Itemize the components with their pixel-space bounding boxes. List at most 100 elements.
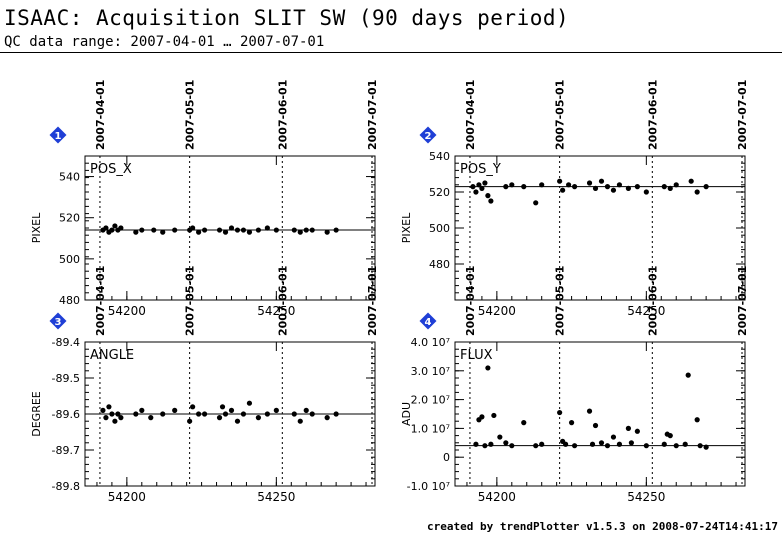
data-point [491,412,497,419]
data-point [634,184,640,190]
data-point [571,443,578,449]
ytick-label: 0 [443,451,450,464]
data-point [703,184,709,190]
panel-number-icon [419,126,437,144]
data-point [103,225,109,231]
ytick-label: 540 [429,150,450,163]
panel-number: 1 [55,131,62,142]
header-rule [0,52,782,53]
data-point [503,184,509,190]
ytick-label: -89.4 [52,336,80,349]
data-point [228,225,235,231]
panel-label: FLUX [460,348,493,363]
data-point [309,227,315,233]
data-point [557,178,563,184]
data-point [246,400,253,406]
data-point [264,225,270,231]
panel-flux: -1.0 10⁷ 0 1.0 10⁷ 2.0 10⁷ 3.0 10⁷ 4.0 10⁷ 542… [400,266,749,504]
data-point [592,185,599,191]
data-point [476,182,482,188]
data-point [160,411,166,417]
data-point [628,440,634,446]
panel-number: 2 [425,131,432,142]
data-point [172,227,178,233]
date-tick-label: 2007-04-01 [94,80,107,150]
data-point [234,227,241,233]
chart-title: ISAAC: Acquisition SLIT SW (90 days peri… [4,6,570,30]
data-point [246,229,253,235]
data-point [586,180,593,186]
panel-number-icon [419,312,437,330]
data-point [133,229,139,235]
data-point [196,411,202,417]
data-point [470,184,476,190]
data-point [485,365,491,371]
ytick-label: 500 [429,222,450,235]
data-point [643,189,649,195]
data-point [240,411,247,417]
data-point [598,178,605,184]
data-point [682,441,688,447]
data-point [643,443,649,449]
ytick-label: 3.0 10⁷ [411,365,450,378]
ytick-label: 1.0 10⁷ [411,422,450,435]
data-point [685,372,691,378]
data-point [324,229,330,235]
plot-frame [454,155,746,301]
date-tick-label: 2007-07-01 [366,266,379,336]
data-point [333,411,339,417]
y-axis-label: ADU [400,402,413,426]
data-point [473,441,479,447]
panel-pos-x: 480 500 520 540 54200 54250 2007-04-01 2007-05-… [30,80,379,318]
data-point [172,407,178,413]
xtick-label: 54250 [257,304,295,318]
data-point [667,433,673,439]
data-point [625,185,632,191]
data-point [521,420,527,426]
data-point [309,411,315,417]
data-point [112,418,118,424]
ytick-label: 2.0 10⁷ [411,394,450,407]
date-tick-label: 2007-04-01 [464,80,477,150]
data-point [497,434,503,440]
panel-label: ANGLE [90,348,134,363]
data-point [482,180,488,186]
data-point [297,418,303,424]
data-point [297,229,303,235]
xtick-label: 54200 [108,304,146,318]
data-point [479,185,485,191]
data-point [273,407,279,413]
xtick-label: 54200 [478,304,516,318]
xtick-label: 54250 [257,490,295,504]
xtick-label: 54250 [627,490,665,504]
y-axis-label: PIXEL [400,212,413,243]
date-tick-label: 2007-06-01 [646,266,659,336]
ytick-label: 500 [59,253,80,266]
data-point [228,407,235,413]
data-point [539,182,545,188]
panel-pos-y: 480 500 520 540 54200 54250 2007-04-01 2007-05-… [400,80,749,318]
data-point [264,411,270,417]
ytick-label: 480 [429,258,450,271]
data-point [610,434,617,440]
data-point [661,441,667,447]
data-point [688,178,694,184]
data-point [100,407,106,413]
plot-frame [454,341,746,487]
data-point [560,187,566,193]
data-point [673,182,679,188]
data-point [216,227,223,233]
data-point [667,185,673,191]
data-point [482,443,488,449]
xtick-label: 54250 [627,304,665,318]
data-point [324,415,330,421]
data-point [190,404,196,410]
date-tick-label: 2007-04-01 [94,266,107,336]
data-point [255,227,262,233]
data-point [201,227,208,233]
data-point [139,407,145,413]
date-tick-label: 2007-04-01 [464,266,477,336]
xtick-label: 54200 [478,490,516,504]
data-point [697,443,703,449]
